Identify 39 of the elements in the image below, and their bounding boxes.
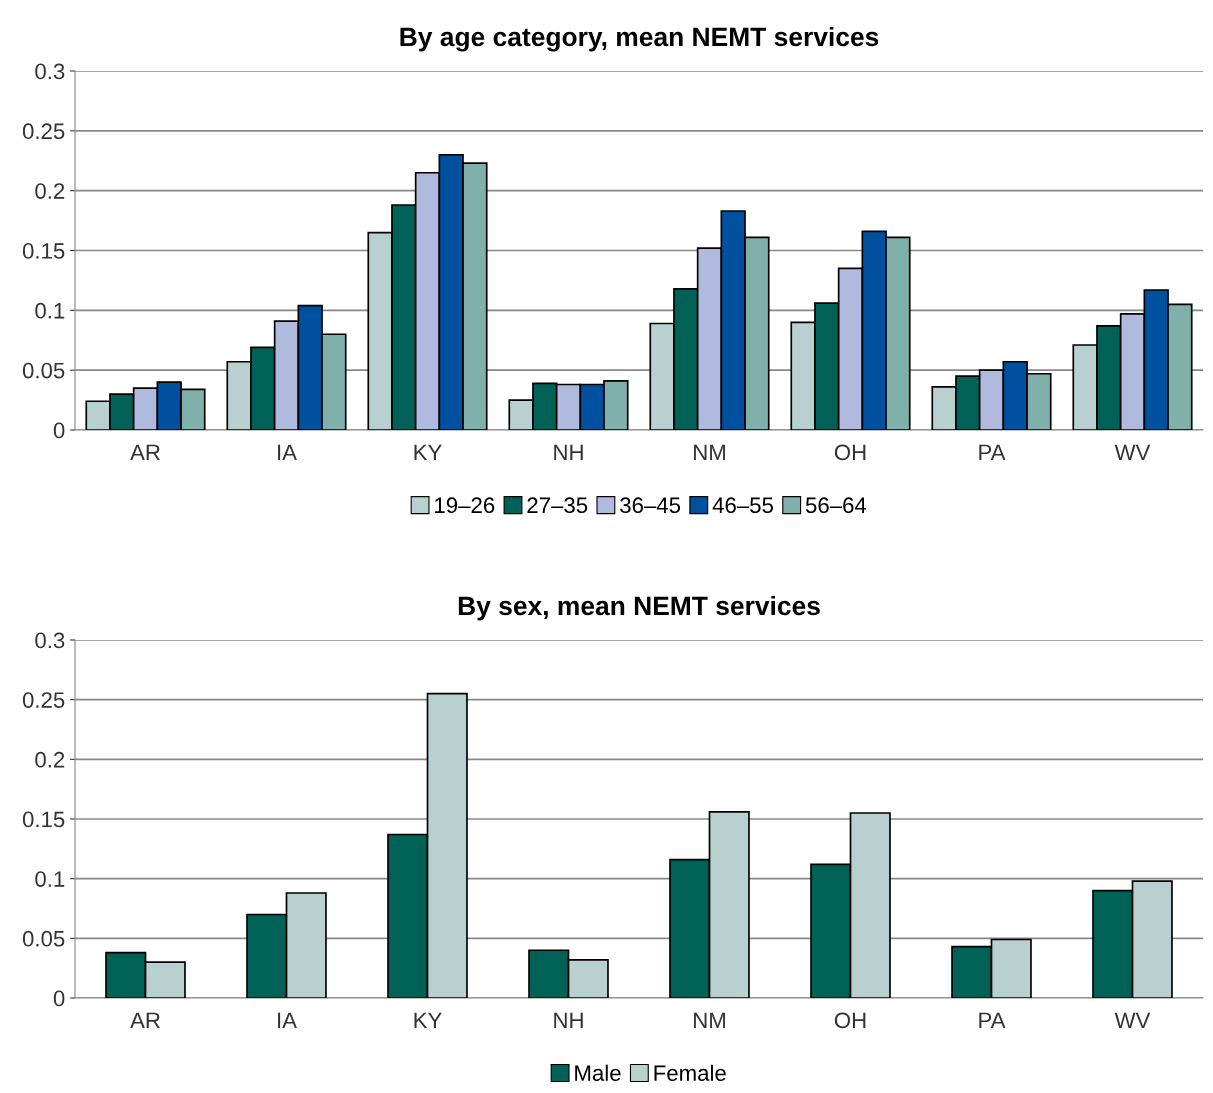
y-tick-label: 0.15: [22, 243, 65, 259]
y-tick-label: 0.3: [35, 632, 65, 649]
x-tick-label: AR: [130, 1012, 160, 1028]
x-tick-label: KY: [414, 444, 442, 460]
x-tick-label: WV: [1114, 444, 1151, 460]
x-tick-label: KY: [414, 1012, 442, 1028]
x-tick-label: NH: [554, 1012, 583, 1028]
y-tick-label: 0.25: [22, 692, 65, 708]
y-tick-label: 0.2: [35, 183, 65, 199]
y-tick-label: 0: [53, 422, 65, 439]
legend-label: 46–55: [712, 497, 773, 514]
chart-title: By age category, mean NEMT services: [400, 26, 879, 52]
y-tick-label: 0.2: [35, 751, 65, 768]
y-tick-label: 0.3: [35, 63, 65, 80]
x-tick-label: WV: [1114, 1012, 1151, 1028]
y-tick-label: 0.05: [22, 930, 65, 947]
y-tick-label: 0.25: [22, 123, 65, 140]
x-tick-label: OH: [834, 1012, 866, 1029]
x-tick-label: IA: [278, 444, 297, 460]
legend-label: 36–45: [620, 497, 681, 514]
legend-label: 27–35: [527, 497, 588, 514]
y-tick-label: 0.15: [22, 811, 65, 828]
legend-label: Female: [654, 1064, 726, 1081]
x-tick-label: AR: [130, 444, 160, 460]
y-tick-label: 0.1: [35, 302, 65, 319]
x-tick-label: PA: [979, 1012, 1006, 1028]
legend-label: 19–26: [435, 497, 495, 514]
chart-title: By sex, mean NEMT services: [458, 595, 820, 621]
y-tick-label: 0: [53, 990, 65, 1007]
x-tick-label: NM: [694, 1012, 725, 1028]
y-tick-label: 0.05: [22, 362, 65, 379]
x-tick-label: PA: [979, 444, 1006, 460]
legend-label: Male: [575, 1064, 621, 1081]
x-tick-label: NM: [694, 444, 725, 460]
y-tick-label: 0.1: [35, 871, 65, 887]
x-tick-label: IA: [278, 1012, 297, 1028]
legend-label: 56–64: [805, 497, 867, 514]
x-tick-label: OH: [834, 444, 866, 461]
x-tick-label: NH: [554, 444, 583, 460]
